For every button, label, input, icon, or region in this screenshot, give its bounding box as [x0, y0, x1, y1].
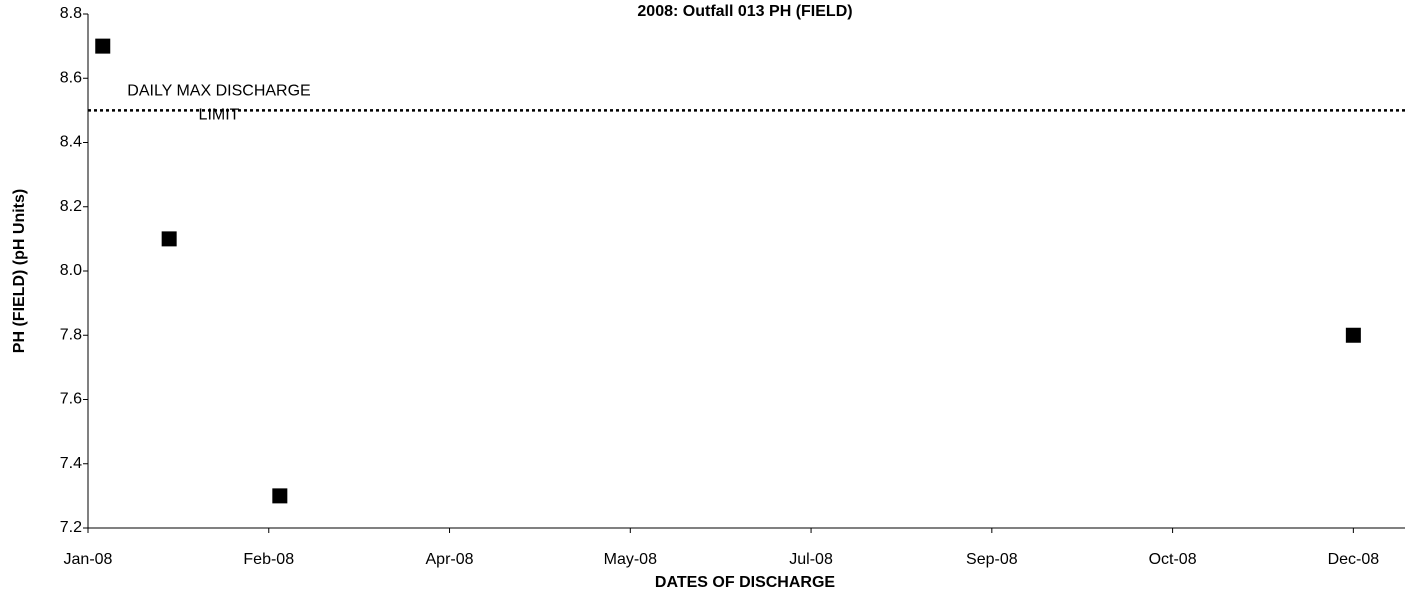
x-tick-label: Dec-08: [1328, 551, 1380, 568]
limit-label: LIMIT: [199, 107, 240, 124]
y-tick-label: 7.8: [60, 326, 82, 343]
x-tick-label: Apr-08: [426, 551, 474, 568]
y-tick-label: 8.2: [60, 198, 82, 215]
y-tick-label: 7.2: [60, 519, 82, 536]
x-tick-label: Jul-08: [789, 551, 833, 568]
limit-label: DAILY MAX DISCHARGE: [127, 83, 310, 100]
data-point: [95, 38, 111, 54]
y-tick-label: 8.6: [60, 69, 82, 86]
x-tick-label: Sep-08: [966, 551, 1018, 568]
x-tick-label: May-08: [604, 551, 657, 568]
y-tick-label: 8.4: [60, 134, 82, 151]
y-tick-label: 7.4: [60, 455, 82, 472]
x-tick-label: Feb-08: [243, 551, 294, 568]
x-axis-label: DATES OF DISCHARGE: [655, 574, 835, 591]
y-tick-label: 7.6: [60, 391, 82, 408]
x-tick-label: Oct-08: [1149, 551, 1197, 568]
data-point: [1345, 327, 1361, 343]
y-tick-label: 8.8: [60, 5, 82, 22]
y-tick-label: 8.0: [60, 262, 82, 279]
data-point: [272, 488, 288, 504]
data-point: [161, 231, 177, 247]
chart-title: 2008: Outfall 013 PH (FIELD): [637, 3, 852, 20]
y-axis-label: PH (FIELD) (pH Units): [11, 189, 28, 353]
x-tick-label: Jan-08: [64, 551, 113, 568]
